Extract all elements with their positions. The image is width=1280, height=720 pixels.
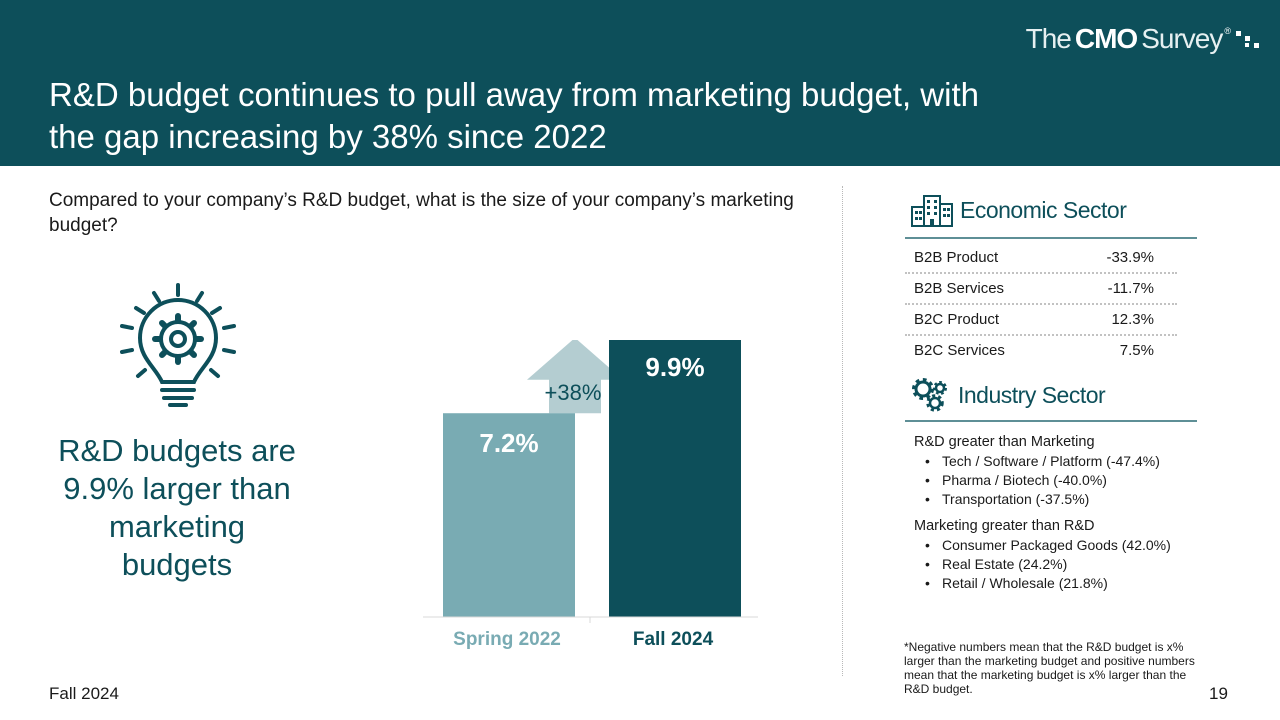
economic-sector-heading: Economic Sector xyxy=(910,193,1127,227)
bar-fall-2024 xyxy=(609,340,741,617)
sector-label: B2B Services xyxy=(914,280,1005,297)
logo-cmo: CMO xyxy=(1074,23,1138,54)
industry-group-title: R&D greater than Marketing xyxy=(914,434,1095,450)
list-item: Consumer Packaged Goods (42.0%) xyxy=(914,536,1214,555)
industry-group-list: Tech / Software / Platform (-47.4%) Phar… xyxy=(914,452,1214,509)
bar-value-label: 7.2% xyxy=(479,428,538,458)
increase-annotation: +38% xyxy=(545,380,602,405)
bar-value-label: 9.9% xyxy=(645,352,704,382)
footnote: *Negative numbers mean that the R&D budg… xyxy=(904,640,1195,696)
industry-sector-rule xyxy=(905,420,1197,422)
sector-label: B2C Services xyxy=(914,342,1005,359)
sector-value: -33.9% xyxy=(1106,249,1154,266)
budget-bar-chart: 7.2% 9.9% +38% Spring 2022 Fall 2024 xyxy=(423,340,758,650)
economic-sector-table: B2B Product -33.9% B2B Services -11.7% B… xyxy=(905,243,1177,365)
logo-the: The xyxy=(1025,23,1072,54)
logo-registered-mark: ® xyxy=(1224,26,1231,36)
table-row: B2B Product -33.9% xyxy=(905,243,1177,274)
gears-icon xyxy=(912,378,947,412)
list-item: Pharma / Biotech (-40.0%) xyxy=(914,471,1214,490)
table-row: B2C Services 7.5% xyxy=(905,336,1177,365)
table-row: B2C Product 12.3% xyxy=(905,305,1177,336)
list-item: Real Estate (24.2%) xyxy=(914,555,1214,574)
title-line-1: R&D budget continues to pull away from m… xyxy=(49,76,979,113)
logo-dots-icon xyxy=(1236,31,1259,48)
increase-arrow xyxy=(527,340,623,414)
industry-sector-list: R&D greater than Marketing Tech / Softwa… xyxy=(914,433,1214,601)
list-item: Retail / Wholesale (21.8%) xyxy=(914,574,1214,593)
economic-sector-rule xyxy=(905,237,1197,239)
vertical-divider xyxy=(842,186,843,676)
title-line-2: the gap increasing by 38% since 2022 xyxy=(49,118,607,155)
header-banner: The CMO Survey ® R&D budget continues to… xyxy=(0,0,1280,166)
industry-group-title: Marketing greater than R&D xyxy=(914,518,1095,534)
sector-value: 7.5% xyxy=(1119,342,1154,359)
sector-value: 12.3% xyxy=(1111,311,1154,328)
industry-sector-heading: Industry Sector xyxy=(910,376,1106,414)
sector-value: -11.7% xyxy=(1107,280,1154,297)
bar-spring-2022 xyxy=(443,413,575,617)
list-item: Transportation (-37.5%) xyxy=(914,490,1214,509)
table-row: B2B Services -11.7% xyxy=(905,274,1177,305)
list-item: Tech / Software / Platform (-47.4%) xyxy=(914,452,1214,471)
category-label: Spring 2022 xyxy=(453,629,561,650)
sector-label: B2B Product xyxy=(914,249,999,266)
lightbulb-gear-icon xyxy=(120,283,236,407)
key-finding-callout: R&D budgets are 9.9% larger than marketi… xyxy=(58,433,296,582)
building-icon xyxy=(911,195,953,227)
logo-survey: Survey xyxy=(1141,23,1223,54)
page-number: 19 xyxy=(1209,684,1228,703)
category-label: Fall 2024 xyxy=(633,629,714,650)
cmo-survey-logo: The CMO Survey ® xyxy=(1026,22,1260,56)
sector-label: B2C Product xyxy=(914,311,1000,328)
footer-edition: Fall 2024 xyxy=(49,684,119,703)
industry-group-list: Consumer Packaged Goods (42.0%) Real Est… xyxy=(914,536,1214,593)
industry-sector-title: Industry Sector xyxy=(958,381,1106,408)
slide-title: R&D budget continues to pull away from m… xyxy=(49,74,1099,158)
economic-sector-title: Economic Sector xyxy=(960,196,1127,223)
survey-question: Compared to your company’s R&D budget, w… xyxy=(49,190,794,236)
